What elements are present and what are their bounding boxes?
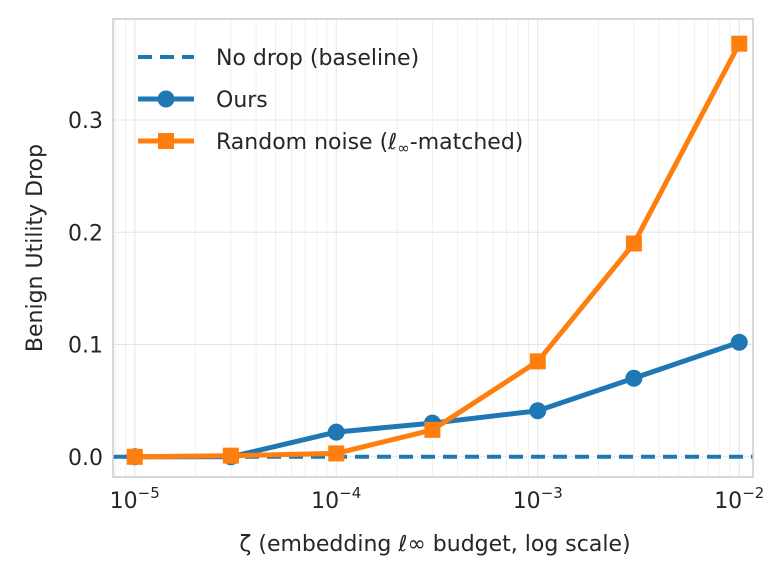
legend-marker-ours [157,90,175,108]
data-point-random-noise [529,353,546,370]
legend-label-ell: ℓ [387,130,397,155]
legend: No drop (baseline) Ours Random noise (ℓ∞… [138,46,523,157]
x-tick-labels: 10−5 10−4 10−3 10−2 [110,484,765,514]
x-tick-base: 10 [311,489,339,514]
legend-label-random-noise-suffix: -matched) [410,130,524,155]
x-tick-label: 10−2 [714,484,764,514]
data-point-random-noise [328,445,345,462]
x-tick-label: 10−4 [311,484,361,514]
y-tick-label: 0.1 [68,334,103,359]
data-point-ours [327,423,345,441]
data-point-random-noise [222,447,239,464]
y-tick-label: 0.3 [68,109,103,134]
legend-label-random-noise: Random noise (ℓ∞-matched) [216,130,523,157]
x-tick-base: 10 [513,489,541,514]
x-tick-label: 10−5 [110,484,160,514]
x-tick-exponent: −4 [339,484,361,502]
x-tick-exponent: −5 [138,484,160,502]
plot-area [113,19,753,477]
x-tick-base: 10 [110,489,138,514]
y-tick-label: 0.0 [68,446,103,471]
data-point-random-noise [424,421,441,438]
data-point-random-noise [126,448,143,465]
legend-label-ours: Ours [216,88,268,113]
x-tick-exponent: −3 [541,484,563,502]
legend-label-infinity: ∞ [397,139,410,157]
y-tick-labels: 0.0 0.1 0.2 0.3 [68,109,103,471]
x-tick-base: 10 [714,489,742,514]
data-point-ours [730,333,748,351]
data-point-random-noise [625,235,642,252]
plot-frame [112,18,754,478]
x-tick-label: 10−3 [513,484,563,514]
data-point-ours [625,369,643,387]
legend-label-random-noise-prefix: Random noise ( [216,130,388,155]
y-tick-label: 0.2 [68,221,103,246]
legend-marker-random-noise [158,133,174,149]
data-point-random-noise [731,35,748,52]
x-axis-label: ζ (embedding ℓ∞ budget, log scale) [239,532,630,557]
series-layer [126,35,748,466]
data-point-ours [529,402,547,420]
legend-label-baseline: No drop (baseline) [216,46,419,71]
x-tick-exponent: −2 [742,484,764,502]
y-axis-label: Benign Utility Drop [23,144,48,352]
